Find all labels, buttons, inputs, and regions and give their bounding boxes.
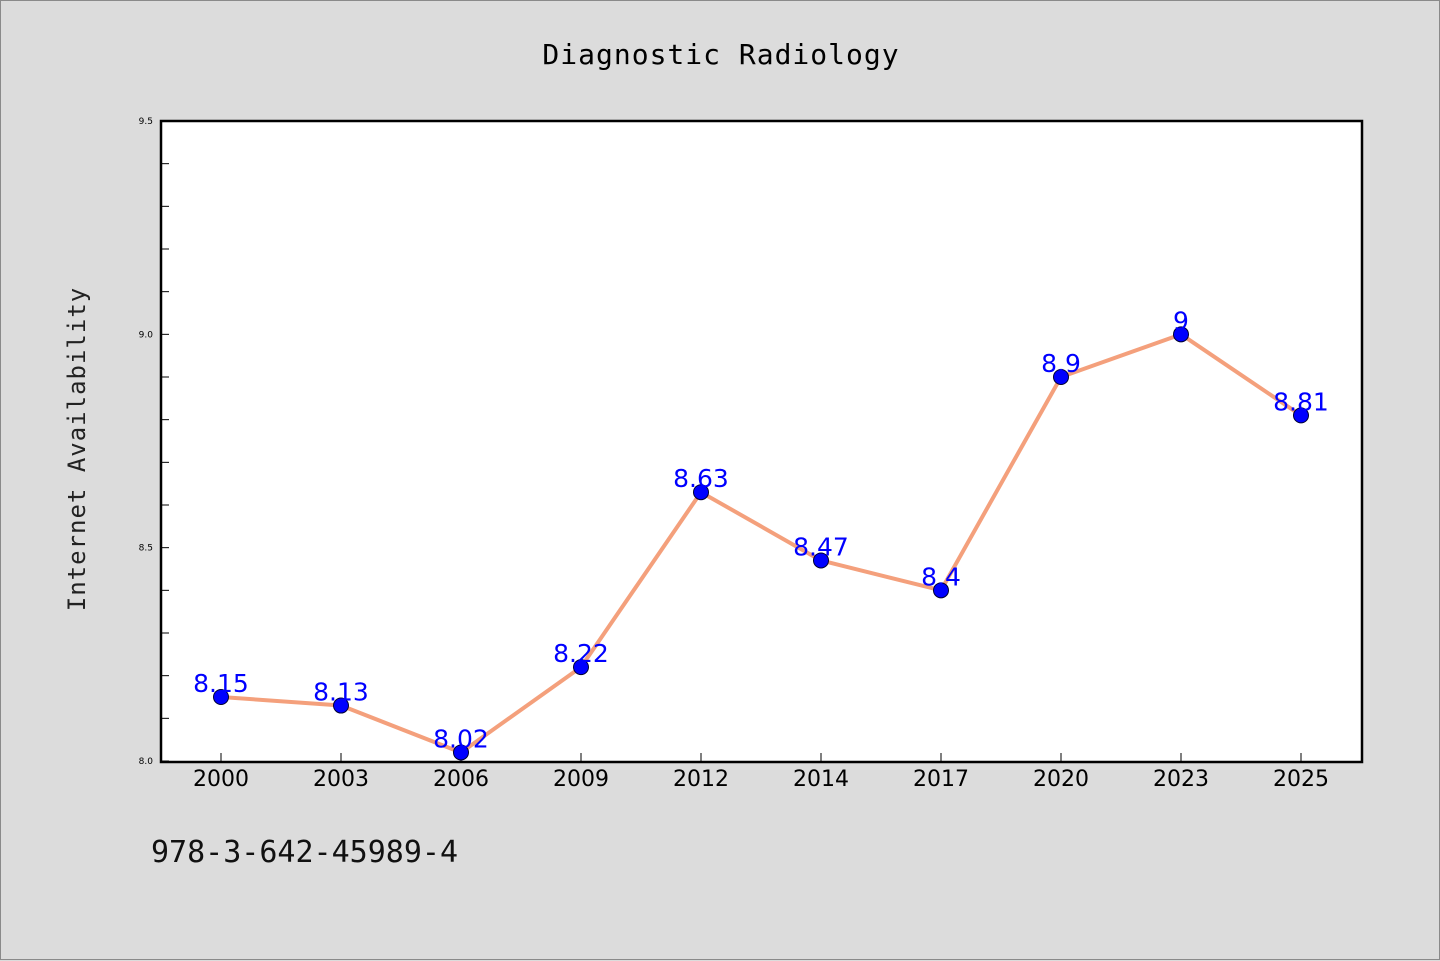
data-label: 8.13 [313, 678, 369, 707]
data-label: 8.22 [553, 639, 609, 668]
data-label: 8.4 [921, 562, 961, 591]
series-line [220, 332, 1303, 755]
x-tick-label: 2000 [193, 767, 249, 792]
x-tick-label: 2017 [913, 767, 969, 792]
y-tick-label: 9.0 [139, 330, 154, 340]
y-tick-label: 8.5 [139, 544, 153, 554]
chart-title: Diagnostic Radiology [542, 38, 899, 71]
data-point [933, 582, 949, 599]
data-point [693, 484, 709, 501]
y-axis-label: Internet Availability [63, 287, 91, 611]
isbn-text: 978-3-642-45989-4 [151, 835, 459, 870]
data-label: 8.9 [1041, 349, 1081, 378]
x-tick-label: 2020 [1033, 767, 1089, 792]
x-tick-label: 2012 [673, 767, 729, 792]
y-tick-label: 8.0 [139, 757, 154, 767]
series-markers [213, 326, 1309, 761]
data-point [1053, 369, 1069, 385]
x-tick-label: 2006 [433, 767, 489, 792]
data-label: 8.81 [1273, 387, 1329, 416]
y-tick-label: 9.5 [139, 117, 153, 127]
x-tick-label: 2009 [553, 767, 609, 792]
data-point [213, 689, 229, 705]
data-point [573, 659, 589, 676]
data-point [333, 697, 349, 714]
x-tick-label: 2003 [313, 767, 369, 792]
data-label: 8.15 [193, 669, 249, 698]
data-label: 8.47 [793, 532, 849, 561]
x-tick-label: 2023 [1153, 767, 1209, 792]
data-point [813, 552, 829, 569]
data-point [1293, 407, 1309, 424]
x-axis: 2000 2003 2006 2009 2012 2014 2017 2020 2023 2025 [193, 753, 1329, 792]
x-tick-label: 2014 [793, 767, 849, 792]
data-label: 9 [1173, 306, 1189, 335]
y-axis: 8.0 8.5 9.0 9.5 [139, 117, 169, 767]
plot-area [159, 119, 1364, 764]
data-labels: 8.15 8.13 8.02 8.22 8.63 8.47 8.4 8.9 9 8.81 [193, 306, 1329, 753]
data-label: 8.02 [433, 724, 489, 753]
x-tick-label: 2025 [1273, 767, 1329, 792]
data-point [453, 744, 469, 761]
data-point [1173, 326, 1189, 343]
data-label: 8.63 [673, 464, 729, 493]
